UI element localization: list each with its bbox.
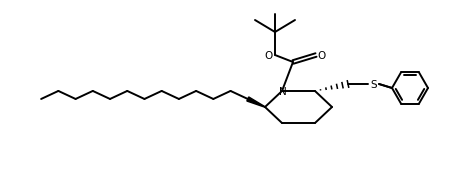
Text: S: S (370, 80, 377, 90)
Text: N: N (278, 87, 286, 97)
Text: O: O (317, 51, 326, 61)
Polygon shape (246, 97, 265, 107)
Text: O: O (264, 51, 273, 61)
